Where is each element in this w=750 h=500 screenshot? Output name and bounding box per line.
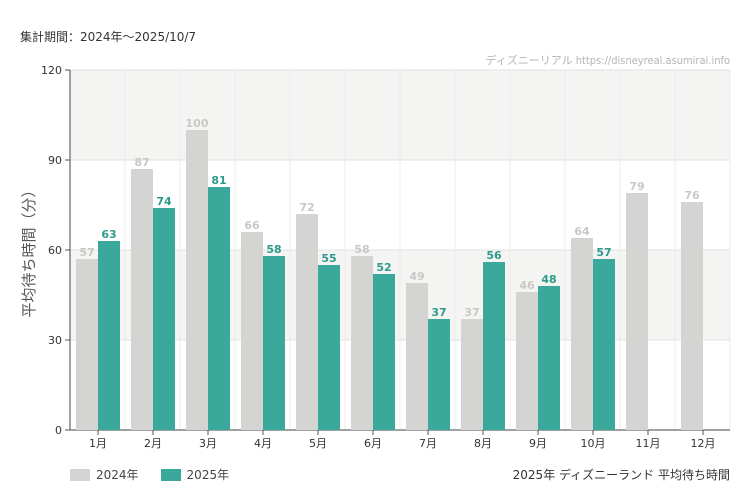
legend-item-2024[interactable]: 2024年 (70, 466, 139, 483)
data-label-2024: 76 (684, 189, 700, 202)
source-label: ディズニーリアル https://disneyreal.asumirai.inf… (485, 54, 730, 67)
bar-2025 (318, 265, 340, 430)
data-label-2024: 58 (354, 243, 369, 256)
legend: 2024年 2025年 (70, 466, 251, 483)
x-tick-label: 6月 (364, 437, 382, 450)
data-label-2024: 72 (299, 201, 314, 214)
legend-label-2024: 2024年 (96, 468, 139, 482)
bar-2024 (351, 256, 373, 430)
bar-2025 (373, 274, 395, 430)
y-axis-label: 平均待ち時間（分） (20, 182, 38, 317)
bar-2024 (186, 130, 208, 430)
x-tick-label: 10月 (581, 437, 606, 450)
bar-2024 (681, 202, 703, 430)
data-label-2025: 48 (541, 273, 556, 286)
legend-swatch-2025 (160, 468, 181, 481)
x-tick-label: 8月 (474, 437, 492, 450)
x-tick-label: 1月 (89, 437, 107, 450)
bar-2025 (153, 208, 175, 430)
x-tick-label: 3月 (199, 437, 217, 450)
data-label-2025: 55 (321, 252, 336, 265)
bar-2024 (461, 319, 483, 430)
data-label-2024: 64 (574, 225, 590, 238)
x-tick-label: 12月 (691, 437, 716, 450)
chart-caption: 2025年 ディズニーランド 平均待ち時間 (512, 468, 730, 482)
bar-2024 (406, 283, 428, 430)
legend-swatch-2024 (70, 468, 90, 481)
y-tick-label: 0 (55, 424, 62, 437)
bar-2025 (428, 319, 450, 430)
data-label-2024: 57 (79, 246, 94, 259)
data-label-2025: 57 (596, 246, 611, 259)
data-label-2024: 66 (244, 219, 260, 232)
bar-2024 (516, 292, 538, 430)
bar-2025 (263, 256, 285, 430)
legend-item-2025[interactable]: 2025年 (160, 466, 230, 483)
bar-2025 (538, 286, 560, 430)
data-label-2024: 79 (629, 180, 644, 193)
data-label-2025: 56 (486, 249, 502, 262)
bar-2025 (208, 187, 230, 430)
y-tick-label: 120 (41, 64, 62, 77)
data-label-2025: 52 (376, 261, 391, 274)
bar-2025 (483, 262, 505, 430)
data-label-2024: 87 (134, 156, 149, 169)
y-tick-label: 60 (48, 244, 62, 257)
period-label: 集計期間：2024年～2025/10/7 (20, 30, 197, 44)
data-label-2024: 49 (409, 270, 424, 283)
x-tick-label: 2月 (144, 437, 162, 450)
x-tick-label: 5月 (309, 437, 327, 450)
data-label-2025: 63 (101, 228, 116, 241)
bar-2024 (571, 238, 593, 430)
data-label-2025: 74 (156, 195, 172, 208)
bar-2024 (626, 193, 648, 430)
y-tick-label: 30 (48, 334, 62, 347)
x-tick-label: 11月 (636, 437, 661, 450)
x-tick-label: 9月 (529, 437, 547, 450)
x-tick-label: 7月 (419, 437, 437, 450)
bar-2024 (131, 169, 153, 430)
bar-2024 (241, 232, 263, 430)
data-label-2024: 100 (186, 117, 209, 130)
data-label-2024: 37 (464, 306, 479, 319)
bar-2024 (76, 259, 98, 430)
legend-label-2025: 2025年 (186, 468, 230, 482)
bar-2024 (296, 214, 318, 430)
data-label-2024: 46 (519, 279, 535, 292)
bar-2025 (593, 259, 615, 430)
data-label-2025: 58 (266, 243, 281, 256)
x-tick-label: 4月 (254, 437, 272, 450)
y-tick-label: 90 (48, 154, 62, 167)
data-label-2025: 37 (431, 306, 446, 319)
data-label-2025: 81 (211, 174, 226, 187)
bar-2025 (98, 241, 120, 430)
